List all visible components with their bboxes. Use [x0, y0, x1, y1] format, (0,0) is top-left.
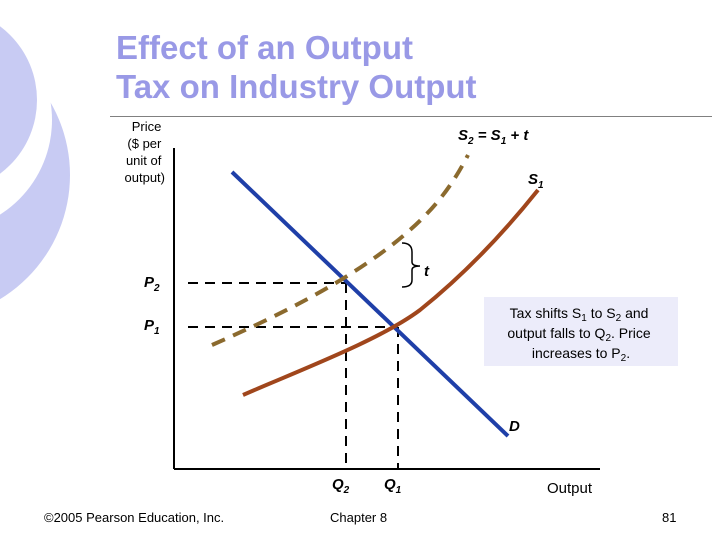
- y-axis-label-line-1: Price: [132, 119, 162, 134]
- p2-label: P2: [144, 274, 160, 294]
- q2-label-sub: 2: [343, 485, 350, 496]
- s2-label-suffix: = S: [474, 127, 501, 144]
- q1-label: Q1: [384, 476, 402, 496]
- s1-label: S1: [528, 171, 544, 191]
- q2-label-base: Q: [332, 476, 344, 493]
- p2-label-base: P: [144, 274, 155, 291]
- annotation-line-3: increases to P2.: [532, 345, 630, 364]
- s1-label-base: S: [528, 171, 538, 188]
- annotation-l3-b: .: [626, 345, 630, 361]
- annotation-l1-sub1: 1: [581, 313, 587, 324]
- s2-label-sub: 2: [467, 136, 474, 147]
- decor-circle-inner: [0, 26, 37, 174]
- s2-label-sub2: 1: [501, 136, 507, 147]
- y-axis-label-line-3: unit of: [126, 153, 162, 168]
- q1-label-base: Q: [384, 476, 396, 493]
- annotation-line-2: output falls to Q2. Price: [507, 325, 651, 344]
- annotation-l1-b: to S: [587, 305, 616, 321]
- annotation-l1-c: and: [621, 305, 648, 321]
- annotation-l2-a: output falls to Q: [507, 325, 605, 341]
- s1-label-sub: 1: [538, 180, 544, 191]
- y-axis-label: Price ($ per unit of output): [125, 119, 165, 185]
- footer-copyright: ©2005 Pearson Education, Inc.: [44, 510, 225, 525]
- annotation-l3-a: increases to P: [532, 345, 621, 361]
- annotation-l1-sub2: 2: [616, 313, 622, 324]
- annotation-line-1: Tax shifts S1 to S2 and: [510, 305, 649, 324]
- s2-label-base: S: [458, 127, 468, 144]
- p1-label-base: P: [144, 317, 155, 334]
- title-line-1: Effect of an Output: [116, 29, 413, 66]
- x-axis-label: Output: [547, 480, 593, 497]
- s2-label: S2 = S1 + t: [458, 127, 529, 147]
- footer-page-number: 81: [662, 510, 677, 525]
- y-axis-label-line-2: ($ per: [127, 136, 162, 151]
- tax-label: t: [424, 263, 430, 280]
- q1-label-sub: 1: [396, 485, 402, 496]
- annotation-box: [484, 297, 678, 366]
- annotation-text: Tax shifts S1 to S2 and output falls to …: [507, 305, 654, 364]
- tax-brace: [401, 242, 421, 288]
- p2-label-sub: 2: [153, 283, 160, 294]
- demand-label: D: [509, 418, 520, 435]
- title-divider: [110, 116, 712, 117]
- annotation-l2-sub: 2: [605, 333, 611, 344]
- slide-title: Effect of an Output Tax on Industry Outp…: [116, 28, 477, 106]
- supply-curve-s1: [242, 188, 540, 397]
- annotation-l1-a: Tax shifts S: [510, 305, 582, 321]
- annotation-l2-b: . Price: [611, 325, 651, 341]
- q2-label: Q2: [332, 476, 350, 496]
- s2-label-tail: + t: [506, 127, 529, 144]
- demand-curve: [230, 170, 510, 438]
- footer-chapter: Chapter 8: [330, 510, 388, 525]
- title-line-2: Tax on Industry Output: [116, 68, 477, 105]
- y-axis-label-line-4: output): [125, 170, 165, 185]
- annotation-l3-sub: 2: [621, 353, 627, 364]
- p1-label-sub: 1: [154, 326, 160, 337]
- p1-label: P1: [144, 317, 160, 337]
- supply-curve-s2: [211, 154, 470, 347]
